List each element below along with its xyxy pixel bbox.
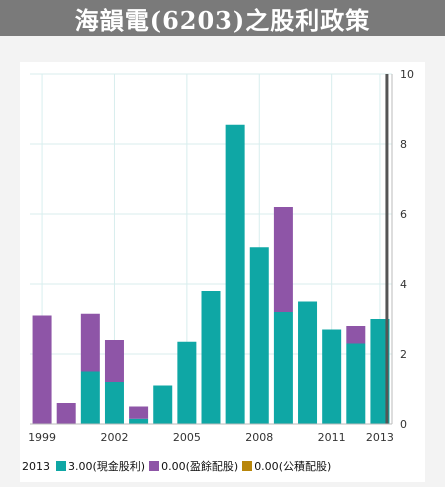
bar-2005-cash[interactable] (177, 341, 197, 424)
y-tick-label-0: 0 (400, 418, 407, 431)
bar-2010-cash[interactable] (298, 301, 318, 425)
bar-2004-cash[interactable] (153, 385, 173, 425)
legend-value-stock-capital: 0.00 (254, 459, 279, 473)
bar-2001-cash[interactable] (80, 371, 100, 425)
axis-layer: 1999 2002 2005 2008 2011 2013 0 2 4 6 8 10 (28, 68, 414, 444)
legend: 2013 3.00 (現金股利) 0.00 (盈餘配股) 0.00 (公積配股) (22, 458, 422, 474)
legend-value-stock-earnings: 0.00 (161, 459, 186, 473)
y-tick-label-6: 6 (400, 208, 407, 221)
x-tick-label-2011: 2011 (318, 431, 346, 444)
bar-2012-stock-earnings[interactable] (346, 326, 366, 344)
legend-value-cash: 3.00 (68, 459, 93, 473)
bar-2009-stock-earnings[interactable] (273, 207, 293, 312)
bar-2013-cash[interactable] (370, 319, 390, 424)
bar-2006-cash[interactable] (201, 291, 221, 424)
x-tick-label-2008: 2008 (245, 431, 273, 444)
y-tick-label-2: 2 (400, 348, 407, 361)
x-tick-label-2005: 2005 (173, 431, 201, 444)
bar-1999-stock-earnings[interactable] (32, 315, 52, 425)
legend-swatch-cash (56, 461, 66, 471)
bar-2012-cash[interactable] (346, 343, 366, 425)
legend-year: 2013 (22, 459, 50, 473)
y-tick-label-10: 10 (400, 68, 414, 81)
bar-layer (32, 124, 390, 425)
bar-2002-stock-earnings[interactable] (104, 340, 124, 382)
bar-2001-stock-earnings[interactable] (80, 313, 100, 372)
title-bar: 海韻電(6203)之股利政策 (0, 0, 445, 36)
bar-2000-stock-earnings[interactable] (56, 403, 76, 424)
legend-label-stock-earnings: (盈餘配股) (185, 460, 239, 473)
y-tick-label-8: 8 (400, 138, 407, 151)
legend-swatch-stock-capital (242, 461, 253, 471)
legend-swatch-stock-earnings (149, 461, 160, 471)
bar-2009-cash[interactable] (273, 312, 293, 424)
legend-label-cash: (現金股利) (92, 460, 146, 473)
page-title: 海韻電(6203)之股利政策 (74, 5, 371, 35)
bar-2011-cash[interactable] (322, 329, 342, 425)
legend-label-stock-capital: (公積配股) (278, 460, 332, 473)
x-tick-label-2002: 2002 (100, 431, 128, 444)
bar-2007-cash[interactable] (225, 124, 245, 424)
bar-2003-stock-earnings[interactable] (129, 406, 149, 419)
y-tick-label-4: 4 (400, 278, 407, 291)
bar-2003-cash[interactable] (129, 418, 149, 424)
x-tick-label-2013: 2013 (366, 431, 394, 444)
x-tick-label-1999: 1999 (28, 431, 56, 444)
bar-2008-cash[interactable] (249, 247, 269, 424)
bar-2002-cash[interactable] (104, 382, 124, 424)
